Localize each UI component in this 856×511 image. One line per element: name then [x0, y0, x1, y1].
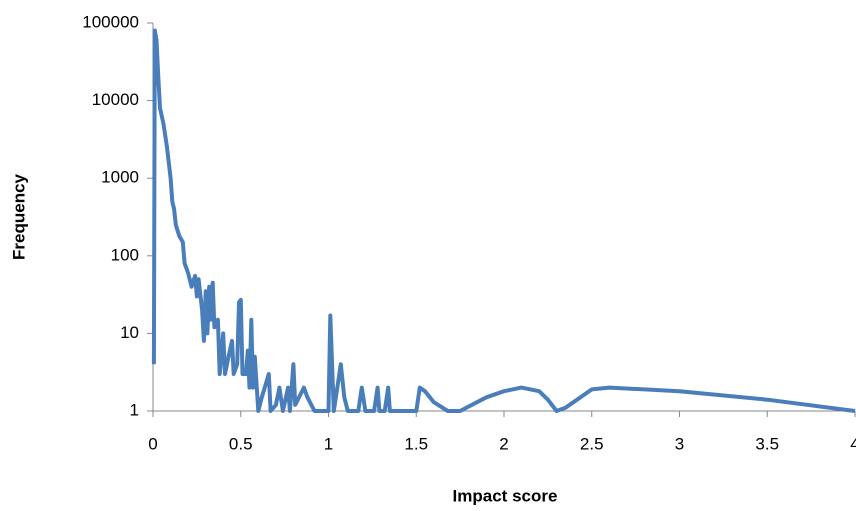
- y-tick-label: 10000: [92, 90, 139, 109]
- y-tick-label: 1: [130, 400, 139, 419]
- x-tick-label: 3.5: [755, 434, 779, 453]
- x-tick-label: 3: [675, 434, 684, 453]
- x-tick-label: 2: [499, 434, 508, 453]
- x-tick-label: 4: [850, 434, 856, 453]
- y-tick-label: 10: [120, 323, 139, 342]
- x-tick-label: 2.5: [580, 434, 604, 453]
- x-tick-label: 1.5: [404, 434, 428, 453]
- x-axis-label: Impact score: [453, 486, 558, 505]
- y-tick-label: 1000: [101, 168, 139, 187]
- x-tick-label: 0.5: [229, 434, 253, 453]
- y-tick-label: 100: [111, 245, 139, 264]
- x-tick-label: 0: [148, 434, 157, 453]
- y-axis-label: Frequency: [9, 173, 28, 260]
- x-tick-label: 1: [324, 434, 333, 453]
- data-line: [151, 28, 856, 413]
- y-tick-label: 100000: [82, 12, 139, 31]
